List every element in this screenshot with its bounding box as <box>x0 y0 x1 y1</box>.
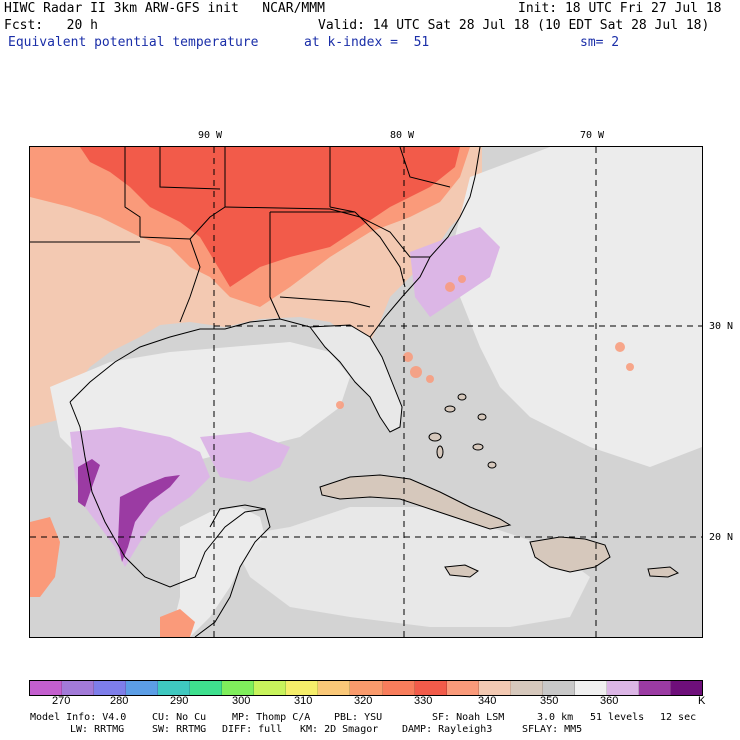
colorbar-swatch <box>382 681 415 695</box>
colorbar-swatch <box>30 681 63 695</box>
purple-light-atlantic <box>410 227 500 317</box>
field-name: Equivalent potential temperature <box>8 35 259 50</box>
colorbar-label-290: 290 <box>170 695 189 707</box>
colorbar-unit: K <box>698 695 706 707</box>
yucatan-coastline <box>209 504 266 528</box>
vertical-levels: 51 levels <box>590 712 645 723</box>
color-scale-bar <box>29 680 703 696</box>
colorbar-swatch <box>94 681 127 695</box>
colorbar-label-350: 350 <box>540 695 559 707</box>
state-boundaries <box>30 147 451 323</box>
colorbar-label-340: 340 <box>478 695 497 707</box>
hispaniola-outline <box>529 536 611 573</box>
mexico-south-land <box>170 507 265 637</box>
atlantic-light-swath <box>450 147 702 467</box>
colorbar-swatch <box>318 681 351 695</box>
colorbar-label-300: 300 <box>232 695 251 707</box>
smoothing-label: sm= 2 <box>580 35 620 50</box>
florida-outline <box>309 324 403 433</box>
lon-label-80w: 80 W <box>390 130 415 141</box>
microphysics-scheme: MP: Thomp C/A <box>232 712 311 723</box>
bahamas-islands <box>428 393 497 469</box>
surface-scheme: SF: Noah LSM <box>432 712 505 723</box>
jamaica-outline <box>444 564 479 578</box>
longwave-scheme: LW: RRTMG <box>70 724 125 735</box>
cumulus-scheme: CU: No Cu <box>152 712 207 723</box>
colorbar-swatch <box>62 681 95 695</box>
convective-cells <box>336 275 634 409</box>
diffusion-setting: DIFF: full <box>222 724 283 735</box>
colorbar-swatch <box>190 681 223 695</box>
colorbar-swatch <box>158 681 191 695</box>
colorbar-label-330: 330 <box>414 695 433 707</box>
colorbar-label-280: 280 <box>110 695 129 707</box>
gulf-coastline <box>69 318 311 403</box>
colorbar-swatch <box>638 681 671 695</box>
lat-label-20n: 20 N <box>709 532 734 543</box>
colorbar-swatch <box>670 681 702 695</box>
warm-patch-central-america <box>160 609 195 637</box>
colorbar-label-320: 320 <box>354 695 373 707</box>
lon-label-70w: 70 W <box>580 130 605 141</box>
k-index-label: at k-index = 51 <box>304 35 430 50</box>
theta-e-map <box>29 146 703 638</box>
purple-light-gulf <box>200 432 290 482</box>
plot-title: HIWC Radar II 3km ARW-GFS init NCAR/MMM <box>4 1 325 16</box>
colorbar-swatch <box>446 681 479 695</box>
colorbar-swatch <box>286 681 319 695</box>
km-setting: KM: 2D Smagor <box>300 724 379 735</box>
lat-lon-grid <box>30 147 702 637</box>
time-step: 12 sec <box>660 712 697 723</box>
shortwave-scheme: SW: RRTMG <box>152 724 207 735</box>
mexico-coastline <box>69 401 271 637</box>
colorbar-swatch <box>222 681 255 695</box>
colorbar-swatch <box>542 681 575 695</box>
purple-dark-streak-east <box>118 475 180 562</box>
colorbar-swatch <box>254 681 287 695</box>
lon-label-90w: 90 W <box>198 130 223 141</box>
colorbar-swatch <box>574 681 607 695</box>
surface-layer-scheme: SFLAY: MM5 <box>522 724 583 735</box>
colorbar-label-270: 270 <box>52 695 71 707</box>
colorbar-swatch <box>478 681 511 695</box>
cuba-outline <box>319 474 512 530</box>
colorbar-label-360: 360 <box>600 695 619 707</box>
colorbar-swatch <box>606 681 639 695</box>
puerto-rico-outline <box>647 566 680 578</box>
colorbar-swatch <box>414 681 447 695</box>
grid-spacing: 3.0 km <box>537 712 574 723</box>
atlantic-coastline <box>369 147 481 338</box>
lat-label-30n: 30 N <box>709 321 734 332</box>
colorbar-swatch <box>510 681 543 695</box>
damping-setting: DAMP: Rayleigh3 <box>402 724 493 735</box>
colorbar-swatch <box>350 681 383 695</box>
colorbar-swatch <box>126 681 159 695</box>
valid-time: Valid: 14 UTC Sat 28 Jul 18 (10 EDT Sat … <box>318 18 710 33</box>
init-time: Init: 18 UTC Fri 27 Jul 18 <box>518 1 722 16</box>
model-info: Model Info: V4.0 <box>30 712 127 723</box>
colorbar-label-310: 310 <box>294 695 313 707</box>
forecast-hour: Fcst: 20 h <box>4 18 98 33</box>
purple-dark-streak-west <box>78 459 100 507</box>
pbl-scheme: PBL: YSU <box>334 712 383 723</box>
